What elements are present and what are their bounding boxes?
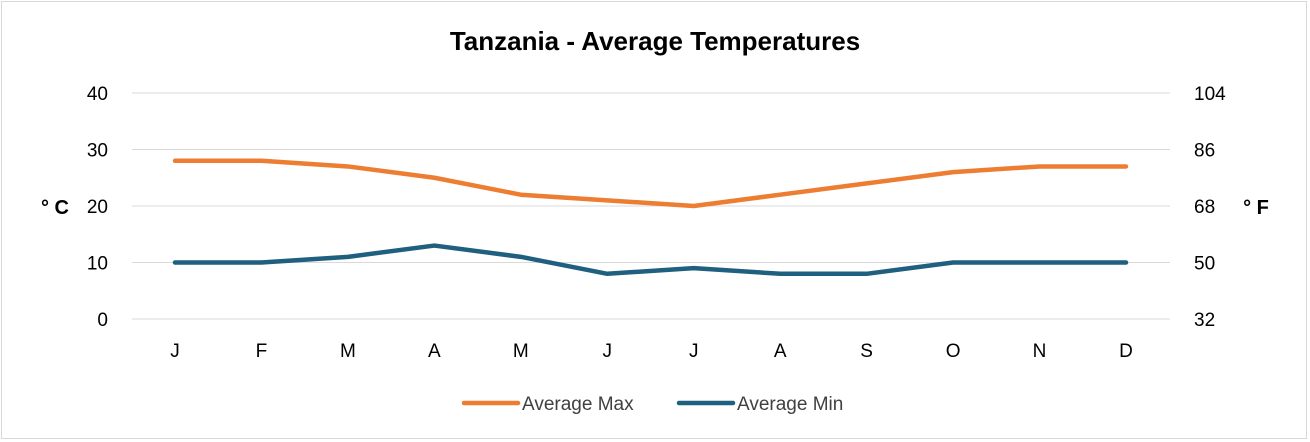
x-tick-label: J [689, 341, 699, 362]
x-tick-label: O [946, 341, 961, 362]
x-tick-label: A [774, 341, 787, 362]
secondary-y-tick-label: 68 [1194, 197, 1215, 218]
x-tick-label: A [428, 341, 441, 362]
y-tick-label: 30 [87, 141, 108, 162]
legend: Average Max Average Min [461, 394, 843, 415]
secondary-y-tick-label: 86 [1194, 141, 1215, 162]
x-tick-label: M [513, 341, 529, 362]
y-tick-label: 0 [97, 310, 108, 331]
x-tick-label: J [603, 341, 613, 362]
y-tick-label: 20 [87, 197, 108, 218]
gridlines [132, 92, 1170, 320]
x-tick-label: S [860, 341, 873, 362]
series-line-average-min [172, 243, 1129, 277]
y-axis-label: ° C [41, 197, 69, 219]
legend-label: Average Min [737, 394, 843, 415]
x-tick-label: F [256, 341, 268, 362]
secondary-y-axis-label: ° F [1243, 197, 1269, 219]
x-tick-label: D [1119, 341, 1133, 362]
series-lines [172, 158, 1129, 277]
secondary-y-tick-label: 104 [1194, 84, 1226, 105]
x-tick-label: N [1033, 341, 1047, 362]
series-line-average-max [172, 158, 1129, 209]
x-tick-label: M [340, 341, 356, 362]
legend-label: Average Max [522, 394, 634, 415]
axis-ticks: 0 10 20 30 40 32 50 68 86 104 J F M A M J J A S O N D [87, 84, 1226, 362]
y-tick-label: 40 [87, 84, 108, 105]
chart-title: Tanzania - Average Temperatures [450, 26, 860, 56]
x-tick-label: J [170, 341, 180, 362]
secondary-y-tick-label: 32 [1194, 310, 1215, 331]
y-tick-label: 10 [87, 254, 108, 275]
secondary-y-tick-label: 50 [1194, 254, 1215, 275]
